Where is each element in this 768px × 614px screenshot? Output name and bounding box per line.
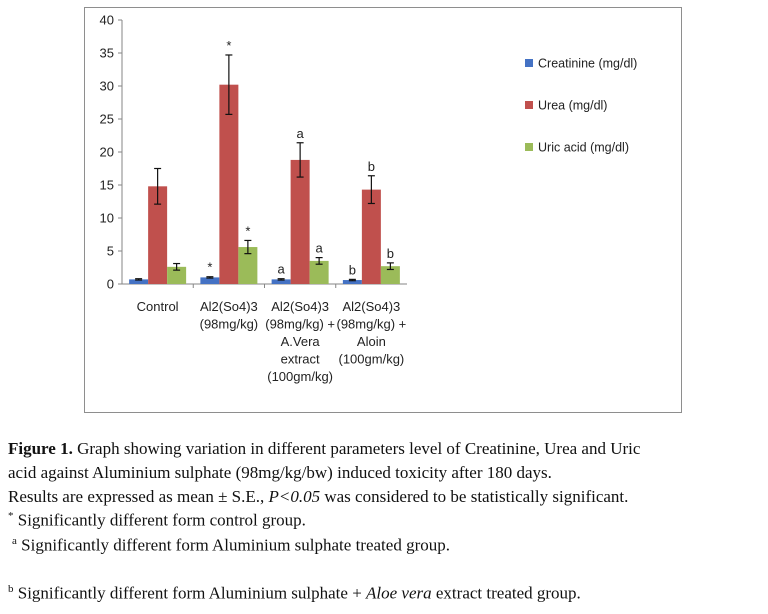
- significance-mark: a: [297, 126, 305, 141]
- bar-1-2: [238, 247, 258, 284]
- bar-3-1: [361, 189, 381, 284]
- category-label: Aloin: [357, 334, 386, 349]
- figure-label: Figure 1.: [8, 439, 73, 458]
- y-tick-label: 35: [100, 46, 114, 61]
- y-tick-label: 30: [100, 79, 114, 94]
- bar-chart: 0 5 10 15 20 25 30 35 40 * a b * a b * a b Control Al2(So4)…: [100, 13, 638, 385]
- category-label: Control: [137, 299, 179, 314]
- significance-mark: a: [278, 262, 286, 277]
- legend-swatch: [525, 101, 533, 109]
- significance-mark: *: [207, 260, 212, 275]
- aloe-vera-italic: Aloe vera: [366, 583, 432, 603]
- category-label: A.Vera: [281, 334, 321, 349]
- bar-0-1: [148, 186, 168, 284]
- bar-0-0: [129, 279, 149, 284]
- bar-2-0: [271, 279, 291, 284]
- legend-label: Creatinine (mg/dl): [538, 57, 637, 71]
- caption-line-2: acid against Aluminium sulphate (98mg/kg…: [8, 463, 552, 482]
- y-tick-label: 0: [107, 277, 114, 292]
- significance-mark: b: [368, 159, 375, 174]
- bar-3-0: [342, 280, 362, 284]
- bar-1-1: [219, 84, 239, 285]
- y-tick-label: 15: [100, 178, 114, 193]
- y-tick-label: 20: [100, 145, 114, 160]
- caption-line-3: Results are expressed as mean ± S.E., P<…: [8, 487, 628, 507]
- bar-3-2: [380, 266, 400, 284]
- category-label: Al2(So4)3: [200, 299, 258, 314]
- y-tick-label: 25: [100, 112, 114, 127]
- category-label: extract: [281, 352, 320, 367]
- legend-label: Uric acid (mg/dl): [538, 141, 629, 155]
- significance-mark: b: [349, 262, 356, 277]
- footnote-text-a: Significantly different form Aluminium s…: [16, 535, 450, 555]
- footnote-mark-asterisk: *: [8, 510, 14, 522]
- caption-text-3b: was considered to be statistically signi…: [320, 487, 629, 506]
- category-label: (98mg/kg): [200, 317, 259, 332]
- p-value: P<0.05: [268, 487, 321, 506]
- footnote-text-b2: extract treated group.: [431, 583, 581, 603]
- y-tick-label: 5: [107, 244, 114, 259]
- significance-mark: a: [316, 241, 324, 256]
- caption-text-3a: Results are expressed as mean ± S.E.,: [8, 487, 269, 506]
- footnote-asterisk: * Significantly different form control g…: [8, 510, 306, 531]
- y-tick-label: 40: [100, 13, 114, 28]
- chart-frame: 0 5 10 15 20 25 30 35 40 * a b * a b * a b Control Al2(So4)…: [84, 7, 682, 413]
- footnote-text-b1: Significantly different form Aluminium s…: [13, 583, 367, 603]
- category-label: Al2(So4)3: [271, 299, 329, 314]
- y-tick-label: 10: [100, 211, 114, 226]
- footnote-a: a Significantly different form Aluminium…: [12, 535, 450, 556]
- legend-label: Urea (mg/dl): [538, 99, 607, 113]
- footnote-mark-b: b: [8, 583, 14, 595]
- significance-mark: *: [226, 38, 231, 53]
- footnote-text-asterisk: Significantly different form control gro…: [13, 510, 306, 530]
- category-label: (100gm/kg): [339, 352, 405, 367]
- bar-0-2: [167, 266, 187, 284]
- bar-2-2: [309, 260, 329, 284]
- significance-mark: *: [245, 223, 250, 238]
- legend-swatch: [525, 59, 533, 67]
- footnote-b: b Significantly different form Aluminium…: [8, 583, 581, 604]
- category-label: (100gm/kg): [267, 369, 333, 384]
- category-label: (98mg/kg) +: [265, 317, 335, 332]
- bar-2-1: [290, 159, 310, 284]
- caption-line-1: Figure 1. Graph showing variation in dif…: [8, 439, 640, 459]
- category-label: Al2(So4)3: [342, 299, 400, 314]
- caption-text-1: Graph showing variation in different par…: [72, 439, 641, 458]
- category-label: (98mg/kg) +: [337, 317, 407, 332]
- footnote-mark-a: a: [12, 535, 17, 547]
- legend-swatch: [525, 143, 533, 151]
- significance-mark: b: [387, 246, 394, 261]
- bar-1-0: [200, 277, 220, 284]
